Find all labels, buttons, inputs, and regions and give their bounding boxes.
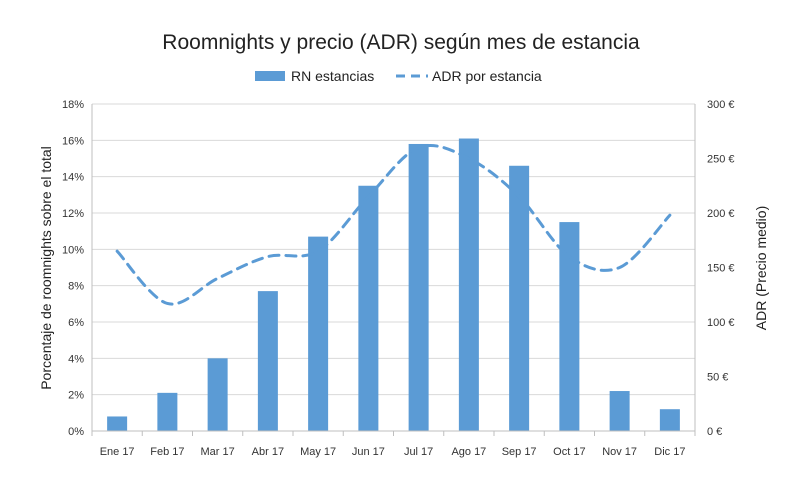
bars — [107, 138, 680, 431]
y2-tick-label: 200 € — [707, 208, 735, 220]
x-tick-label: Dic 17 — [654, 446, 685, 458]
x-tick-label: Abr 17 — [252, 446, 284, 458]
x-tick-label: Oct 17 — [553, 446, 585, 458]
y2-tick-label: 100 € — [707, 317, 735, 329]
legend-swatch-bar — [255, 71, 285, 81]
bar — [107, 416, 128, 431]
x-tick-label: Jun 17 — [352, 446, 385, 458]
bar — [207, 358, 228, 431]
y2-tick-label: 50 € — [707, 372, 728, 384]
x-tick-label: Nov 17 — [602, 446, 637, 458]
legend-label-bar: RN estancias — [291, 68, 374, 84]
y2-axis-label: ADR (Precio medio) — [753, 206, 769, 330]
adr-line — [115, 143, 672, 306]
y-tick-label: 6% — [68, 317, 84, 329]
x-axis-ticks: Ene 17 Feb 17 Mar 17 Abr 17 May 17 Jun 17 Jul … — [100, 446, 686, 458]
x-tick-label: Mar 17 — [201, 446, 235, 458]
bar — [157, 392, 178, 431]
axes — [91, 104, 696, 436]
y2-tick-label: 300 € — [707, 99, 735, 111]
gridlines — [92, 103, 695, 396]
y-tick-label: 0% — [68, 426, 84, 438]
bar — [509, 165, 530, 431]
y-tick-label: 18% — [62, 99, 84, 111]
y-tick-label: 8% — [68, 281, 84, 293]
x-tick-label: Feb 17 — [150, 446, 184, 458]
y2-tick-label: 150 € — [707, 263, 735, 275]
y-tick-label: 16% — [62, 135, 84, 147]
x-tick-label: Jul 17 — [404, 446, 433, 458]
y-axis-ticks: 0% 2% 4% 6% 8% 10% 12% 14% 16% 18% — [62, 99, 84, 438]
y-tick-label: 12% — [62, 208, 84, 220]
y-tick-label: 14% — [62, 172, 84, 184]
x-tick-label: Ene 17 — [100, 446, 135, 458]
y2-axis-ticks: 0 € 50 € 100 € 150 € 200 € 250 € 300 € — [707, 99, 735, 438]
x-tick-label: Ago 17 — [451, 446, 486, 458]
bar — [559, 222, 580, 431]
bar — [308, 236, 329, 431]
bar — [609, 391, 630, 431]
bar — [458, 138, 479, 431]
bar — [408, 143, 429, 431]
adr-series-line — [115, 143, 672, 306]
y-tick-label: 2% — [68, 390, 84, 402]
bar — [358, 185, 379, 431]
legend: RN estancias ADR por estancia — [255, 68, 542, 84]
y-tick-label: 4% — [68, 353, 84, 365]
y-tick-label: 10% — [62, 244, 84, 256]
y-axis-label: Porcentaje de roomnights sobre el total — [38, 146, 54, 390]
legend-label-line: ADR por estancia — [432, 68, 542, 84]
bar — [659, 409, 680, 431]
bar — [257, 291, 278, 431]
chart-title: Roomnights y precio (ADR) según mes de e… — [162, 31, 640, 54]
y2-tick-label: 250 € — [707, 154, 735, 166]
y2-tick-label: 0 € — [707, 426, 722, 438]
x-tick-label: Sep 17 — [502, 446, 537, 458]
x-tick-label: May 17 — [300, 446, 336, 458]
